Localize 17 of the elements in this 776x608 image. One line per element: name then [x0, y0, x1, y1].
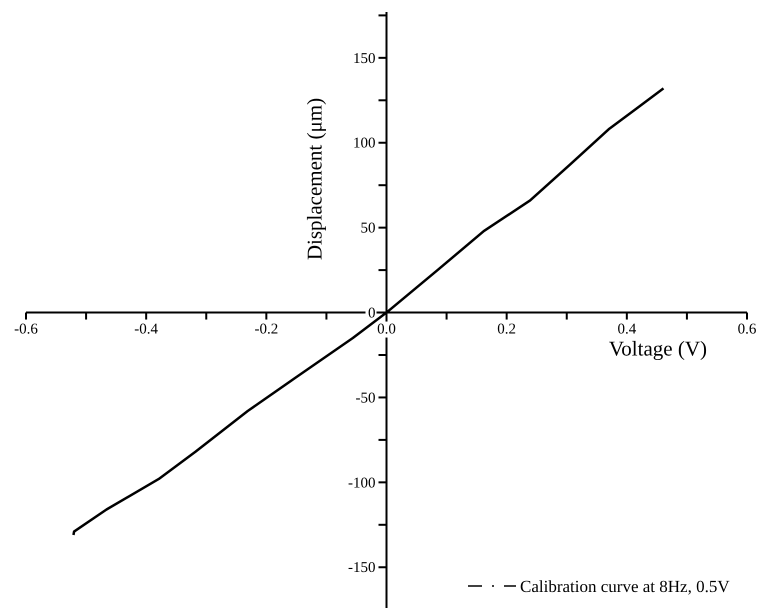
- y-tick-label: 0: [368, 306, 376, 322]
- x-tick-label: 0.0: [377, 322, 396, 338]
- x-tick-label: -0.4: [134, 322, 159, 338]
- y-tick-label: -50: [356, 390, 376, 406]
- x-tick-label: -0.6: [14, 322, 38, 338]
- y-tick-label: -100: [348, 475, 376, 492]
- legend-label: Calibration curve at 8Hz, 0.5V: [520, 577, 730, 596]
- y-axis-title: Displacement (μm): [302, 98, 326, 260]
- x-tick-label: 0.2: [497, 322, 516, 338]
- y-tick-label: 150: [353, 50, 376, 67]
- y-tick-label: 100: [353, 136, 376, 152]
- y-tick-label: -150: [348, 560, 376, 576]
- x-axis-title: Voltage (V): [608, 336, 708, 361]
- x-tick-label: 0.6: [738, 322, 757, 338]
- y-tick-label: 50: [360, 220, 376, 237]
- x-tick-label: -0.2: [254, 322, 278, 338]
- x-tick-label: 0.4: [617, 322, 637, 338]
